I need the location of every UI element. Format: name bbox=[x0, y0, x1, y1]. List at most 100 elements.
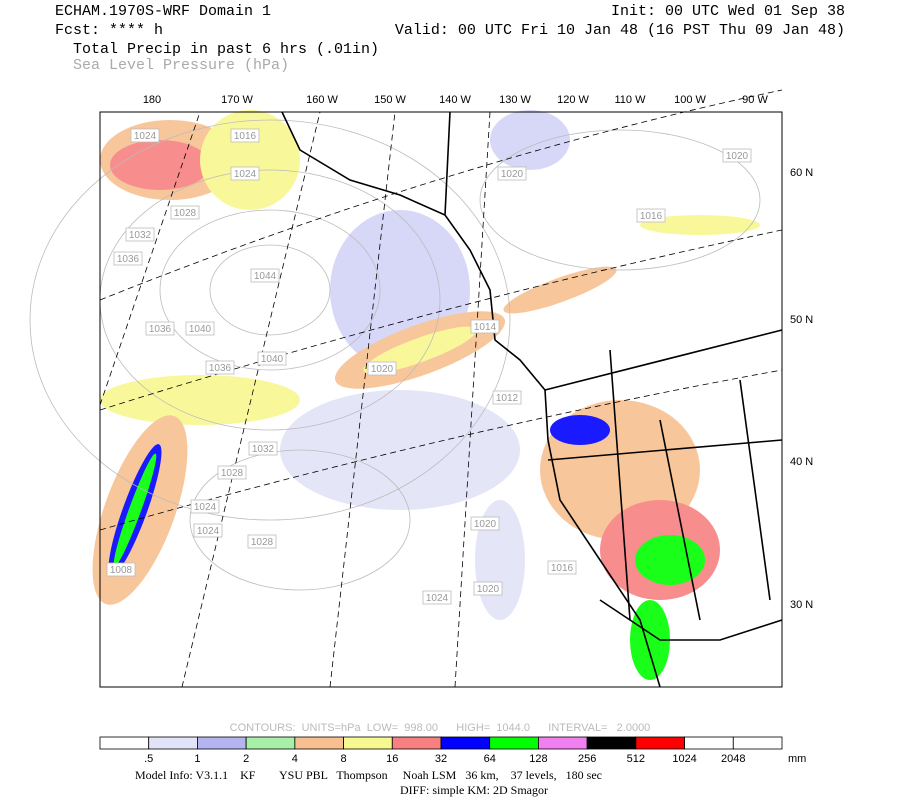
legend-swatch bbox=[343, 736, 393, 750]
legend-swatch bbox=[391, 736, 442, 750]
isobar-label: 1020 bbox=[477, 584, 500, 595]
isobar-label: 1036 bbox=[149, 324, 172, 335]
forecast-hour: Fcst: **** h bbox=[55, 22, 163, 39]
isobar-label-box bbox=[205, 360, 235, 375]
legend-threshold: 4 bbox=[292, 753, 298, 765]
isobar-label: 1036 bbox=[117, 254, 140, 265]
isobar-label-box bbox=[367, 361, 397, 376]
isobar-label: 1024 bbox=[234, 169, 257, 180]
legend-threshold: 2 bbox=[243, 753, 249, 765]
isobar-label-box bbox=[193, 523, 223, 538]
isobar-label-box bbox=[497, 166, 527, 181]
isobar-label: 1036 bbox=[209, 363, 232, 374]
isobar-label-box bbox=[422, 590, 452, 605]
isobar-label: 1028 bbox=[174, 208, 197, 219]
isobar-label: 1008 bbox=[110, 565, 133, 576]
legend-swatch bbox=[586, 736, 637, 750]
diff-info: DIFF: simple KM: 2D Smagor bbox=[400, 783, 548, 797]
isobar-label-box bbox=[492, 390, 522, 405]
isobar-label: 1024 bbox=[134, 131, 157, 142]
init-time: Init: 00 UTC Wed 01 Sep 38 bbox=[611, 3, 845, 20]
legend-swatch bbox=[197, 736, 247, 750]
isobar-label: 1032 bbox=[252, 444, 275, 455]
longitude-label: 110 W bbox=[615, 94, 647, 106]
legend-threshold: 8 bbox=[341, 753, 347, 765]
latitude-label: 30 N bbox=[790, 599, 813, 611]
legend-swatch bbox=[538, 736, 588, 750]
isobars bbox=[29, 119, 761, 591]
isobar-label-box bbox=[470, 516, 500, 531]
isobar-label-box bbox=[106, 562, 136, 577]
isobar-label: 1020 bbox=[726, 151, 749, 162]
isobar-label-box bbox=[217, 465, 247, 480]
longitude-label: 160 W bbox=[306, 94, 338, 106]
isobar-label-box bbox=[113, 251, 143, 266]
legend-threshold: 2048 bbox=[721, 753, 745, 765]
map bbox=[29, 89, 783, 688]
isobar-label-box bbox=[190, 499, 220, 514]
coastline bbox=[281, 111, 783, 688]
legend-threshold: 64 bbox=[484, 753, 496, 765]
legend-threshold: 1024 bbox=[672, 753, 696, 765]
contour-info: CONTOURS: UNITS=hPa LOW= 998.00 HIGH= 10… bbox=[230, 722, 651, 734]
isobar-label: 1024 bbox=[426, 593, 449, 604]
isobar-label: 1014 bbox=[474, 322, 497, 333]
primary-field: Total Precip in past 6 hrs (.01in) bbox=[73, 41, 379, 58]
longitude-label: 150 W bbox=[374, 94, 406, 106]
isobar-label: 1020 bbox=[371, 364, 394, 375]
latitude-labels: 60 N 50 N 40 N 30 N bbox=[790, 167, 813, 611]
isobar-label: 1032 bbox=[129, 230, 152, 241]
precip-areas bbox=[92, 110, 760, 680]
model-info: Model Info: V3.1.1 KF YSU PBL Thompson N… bbox=[135, 768, 602, 782]
isobar-label-box bbox=[185, 321, 215, 336]
isobar-label-box bbox=[470, 319, 500, 334]
longitude-label: 120 W bbox=[557, 94, 589, 106]
isobar-label: 1020 bbox=[474, 519, 497, 530]
isobar-label: 1044 bbox=[254, 271, 277, 282]
isobar-label: 1040 bbox=[261, 354, 284, 365]
title: ECHAM.1970S-WRF Domain 1 bbox=[55, 3, 271, 20]
legend-swatch bbox=[245, 736, 296, 750]
legend-swatch bbox=[440, 736, 491, 750]
isobar-label-box bbox=[248, 441, 278, 456]
isobar-label: 1028 bbox=[251, 537, 274, 548]
secondary-field: Sea Level Pressure (hPa) bbox=[73, 57, 289, 74]
legend-swatch bbox=[732, 736, 783, 750]
legend-swatch bbox=[684, 736, 734, 750]
longitude-label: 100 W bbox=[674, 94, 706, 106]
legend-threshold: 256 bbox=[578, 753, 596, 765]
legend-threshold: 128 bbox=[529, 753, 547, 765]
latitude-label: 40 N bbox=[790, 456, 813, 468]
legend-threshold: 16 bbox=[386, 753, 398, 765]
isobar-label-box bbox=[722, 148, 752, 163]
longitude-label: 170 W bbox=[221, 94, 253, 106]
legend-threshold: 1 bbox=[194, 753, 200, 765]
legend-swatch bbox=[635, 736, 685, 750]
precip-legend: .5 1 2 4 8 16 32 64 128 256 512 1024 2048 mm bbox=[99, 736, 806, 765]
isobar-labels: 1024 1016 1024 1028 1032 1036 1044 1036 1040 1040… bbox=[106, 128, 752, 605]
legend-swatch bbox=[99, 736, 150, 750]
legend-swatch bbox=[489, 736, 539, 750]
longitude-labels: 180 170 W 160 W 150 W 140 W 130 W 120 W 110 W 10… bbox=[143, 94, 769, 106]
valid-time: Valid: 00 UTC Fri 10 Jan 48 (16 PST Thu … bbox=[395, 22, 845, 39]
longitude-label: 90 W bbox=[742, 94, 768, 106]
longitude-label: 130 W bbox=[499, 94, 531, 106]
isobar-label: 1024 bbox=[197, 526, 220, 537]
longitude-label: 180 bbox=[143, 94, 161, 106]
isobar-label-box bbox=[547, 560, 577, 575]
legend-swatch bbox=[148, 736, 198, 750]
isobar-label: 1040 bbox=[189, 324, 212, 335]
legend-threshold: 512 bbox=[627, 753, 645, 765]
isobar-label: 1016 bbox=[234, 131, 257, 142]
legend-threshold: .5 bbox=[144, 753, 153, 765]
isobar-label-box bbox=[247, 534, 277, 549]
isobar-label: 1016 bbox=[551, 563, 574, 574]
latitude-label: 50 N bbox=[790, 314, 813, 326]
latitude-label: 60 N bbox=[790, 167, 813, 179]
isobar-label-box bbox=[130, 128, 160, 143]
legend-swatch bbox=[294, 736, 344, 750]
isobar-label: 1028 bbox=[221, 468, 244, 479]
legend-threshold: 32 bbox=[435, 753, 447, 765]
legend-unit: mm bbox=[788, 753, 806, 765]
